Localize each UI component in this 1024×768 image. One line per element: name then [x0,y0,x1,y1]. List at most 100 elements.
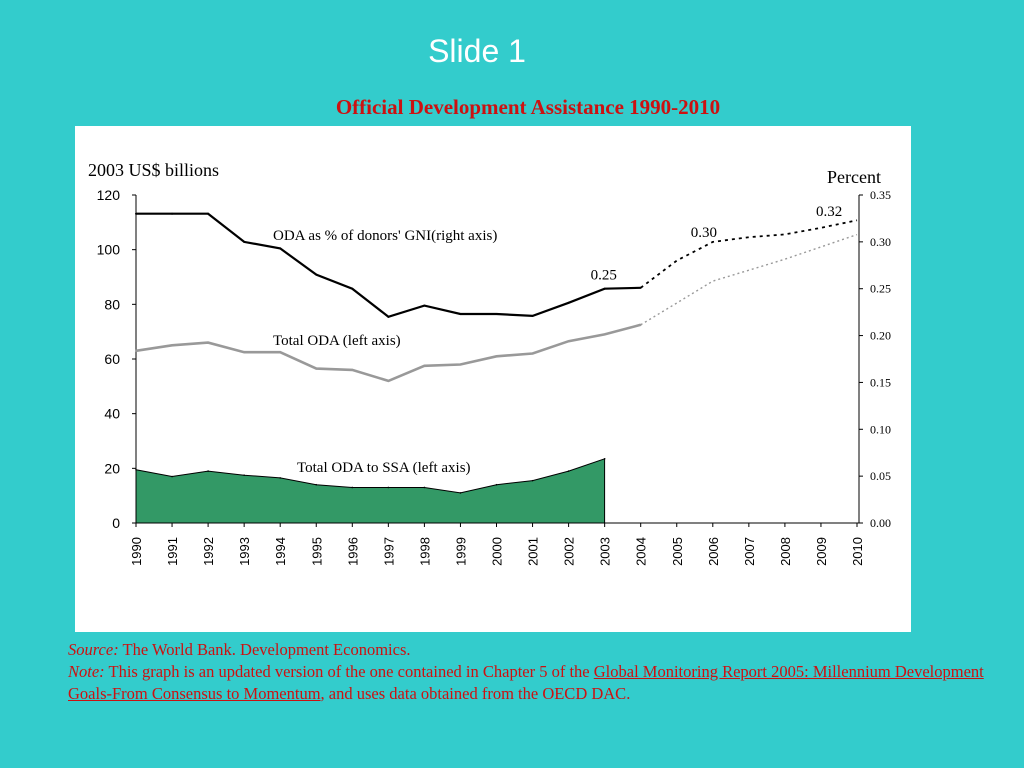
total-oda-point [171,344,174,347]
ssa-oda-point [459,492,462,494]
gni-share-point [135,212,137,215]
x-tick-label: 2001 [526,537,541,566]
left-tick-label: 0 [112,515,120,531]
gni-share-point [459,313,462,316]
gni-share-point [423,304,426,307]
x-tick-label: 2000 [490,537,505,566]
x-tick-label: 2009 [814,537,829,566]
gni-share-point [315,273,318,276]
ssa-oda-point [567,470,570,472]
x-tick-label: 1997 [381,537,396,566]
total-oda-point [459,363,462,366]
gni-share-point [351,287,354,290]
ssa-oda-point [423,486,426,489]
gni-share-point [567,301,570,304]
left-tick-label: 20 [104,460,120,476]
x-tick-label: 1994 [273,537,288,566]
data-label: 0.25 [591,268,617,284]
right-axis-label: Percent [827,167,881,187]
x-tick-label: 1999 [453,537,468,566]
total-oda-point [603,333,606,336]
right-tick-label: 0.35 [870,188,891,202]
x-tick-label: 1990 [129,537,144,566]
x-tick-label: 2003 [598,537,613,566]
ssa-oda-point [243,474,245,476]
gni-share-point [171,212,174,215]
left-tick-label: 80 [104,296,120,312]
right-tick-label: 0.00 [870,516,891,530]
left-tick-label: 100 [97,242,121,258]
total-oda-point [315,367,318,370]
gni-share-point [531,314,534,317]
series-label: Total ODA to SSA (left axis) [297,460,471,476]
x-tick-label: 2002 [562,537,577,566]
data-label: 0.32 [816,204,842,220]
left-axis-label: 2003 US$ billions [88,160,219,180]
total-oda-point [387,379,390,382]
source-label: Source: [68,640,119,659]
total-oda-point [567,340,570,343]
ssa-oda-point [207,470,209,472]
total-oda-point [135,349,137,352]
ssa-oda-point [531,479,534,482]
left-tick-label: 40 [104,406,120,422]
ssa-oda-point [495,483,498,486]
x-tick-label: 1995 [309,537,324,566]
series-label: Total ODA (left axis) [273,333,401,349]
x-tick-label: 1992 [201,537,216,566]
x-tick-label: 2010 [850,537,865,566]
ssa-oda-point [603,457,606,460]
gni-share-point [207,212,210,215]
total-oda-point [351,368,354,371]
gni-share-point [387,315,390,318]
x-tick-label: 2007 [742,537,757,566]
ssa-oda-point [135,468,137,471]
notes-block: Source: The World Bank. Development Econ… [68,639,988,705]
chart-title: Official Development Assistance 1990-201… [335,95,721,119]
ssa-oda-point [171,475,173,478]
ssa-oda-point [315,483,318,486]
right-tick-label: 0.05 [870,469,891,483]
total-oda-point [243,351,246,354]
gni-share-point [243,240,246,243]
total-oda-projection-line [640,233,858,326]
right-tick-label: 0.10 [870,422,891,436]
total-oda-point [207,341,210,344]
x-tick-label: 1998 [417,537,432,566]
total-oda-point [531,352,534,355]
gni-share-point [279,247,282,250]
gni-share-point [603,287,606,290]
data-label: 0.30 [691,225,717,241]
ssa-oda-point [279,477,281,479]
chart-area: 2003 US$ billions Percent 0 20 40 60 80 100 12… [75,126,911,632]
left-tick-label: 60 [104,351,120,367]
gni-share-point [495,313,498,316]
right-tick-label: 0.15 [870,375,891,389]
x-tick-label: 1993 [237,537,252,566]
oda-chart: 2003 US$ billions Percent 0 20 40 60 80 100 12… [88,160,891,566]
report-link[interactable]: Global Monitoring Report 2005: Millenniu… [68,662,984,703]
note-end: , and uses data obtained from the OECD D… [320,684,631,703]
x-tick-label: 2004 [634,537,649,566]
note-label: Note: [68,662,105,681]
total-oda-point [279,351,282,354]
left-tick-label: 120 [97,187,121,203]
x-tick-label: 2005 [670,537,685,566]
x-tick-label: 1996 [345,537,360,566]
ssa-oda-point [351,486,354,489]
right-tick-label: 0.25 [870,282,891,296]
series-label: ODA as % of donors' GNI(right axis) [273,228,497,244]
right-tick-label: 0.20 [870,329,891,343]
x-tick-label: 2006 [706,537,721,566]
total-oda-point [423,364,426,367]
chart-marks: 0 20 40 60 80 100 120 0.00 0.05 0.10 0.15 0.20 0.25 0… [97,187,891,566]
x-tick-label: 2008 [778,537,793,566]
ssa-oda-point [387,486,390,489]
source-text: The World Bank. Development Economics. [118,640,411,659]
total-oda-point [495,355,498,358]
note-line: Note: This graph is an updated version o… [68,661,988,705]
right-tick-label: 0.30 [870,235,891,249]
source-line: Source: The World Bank. Development Econ… [68,639,988,661]
gni-share-projection-line [640,219,858,289]
note-text: This graph is an updated version of the … [104,662,594,681]
